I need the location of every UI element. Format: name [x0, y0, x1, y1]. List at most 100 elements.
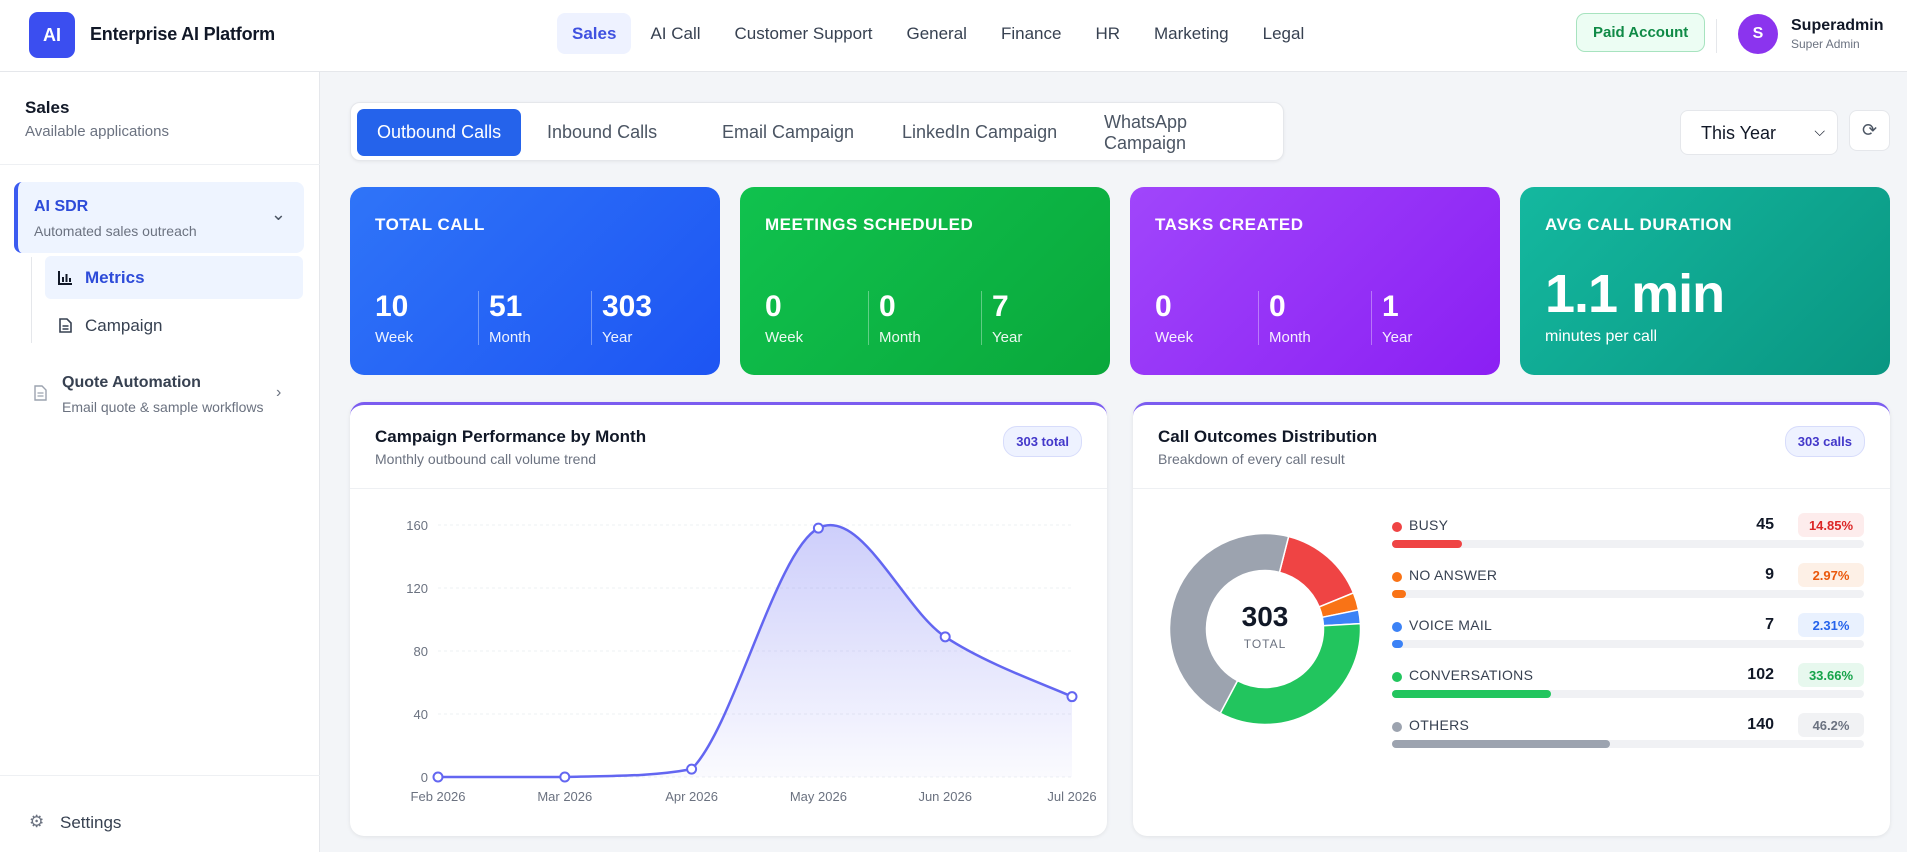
- document-icon: [57, 318, 73, 333]
- stat-month-value: 0: [879, 290, 896, 323]
- stat-month-value: 51: [489, 290, 523, 323]
- data-point: [939, 631, 951, 643]
- stat-big-value: 1.1 min: [1545, 264, 1725, 324]
- nav-hr[interactable]: HR: [1095, 24, 1120, 43]
- sidebar-subtitle: Available applications: [25, 123, 169, 140]
- x-tick-label: Feb 2026: [411, 789, 466, 804]
- top-bar: AI Enterprise AI Platform Sales AI Call …: [0, 0, 1907, 72]
- nav-marketing[interactable]: Marketing: [1154, 24, 1229, 43]
- tab-email-campaign[interactable]: Email Campaign: [722, 122, 855, 142]
- outcome-percent: 2.97%: [1798, 563, 1864, 587]
- legend-dot: [1392, 522, 1402, 532]
- sidebar-item-metrics[interactable]: Metrics: [45, 256, 303, 299]
- tab-outbound-calls[interactable]: Outbound Calls: [357, 109, 522, 156]
- sidebar-footer-divider: [0, 775, 320, 776]
- nav-finance[interactable]: Finance: [1000, 24, 1062, 43]
- outcome-percent: 33.66%: [1798, 663, 1864, 687]
- card-subtitle: Breakdown of every call result: [1158, 451, 1345, 467]
- legend-dot: [1392, 672, 1402, 682]
- chevron-down-icon[interactable]: ⌄: [270, 204, 286, 224]
- y-tick-label: 80: [414, 644, 428, 659]
- donut-slice: [1219, 622, 1362, 726]
- donut-chart: [1168, 532, 1362, 726]
- stat-caption: minutes per call: [1545, 328, 1658, 345]
- nav-ai-call[interactable]: AI Call: [650, 24, 701, 43]
- stat-divider: [1371, 291, 1372, 345]
- outcome-name: CONVERSATIONS: [1409, 667, 1534, 683]
- outcome-count: 102: [1747, 666, 1774, 683]
- stat-year-value: 303: [602, 290, 653, 323]
- stat-tasks-created: TASKS CREATED 0 Week 0 Month 1 Year: [1130, 187, 1500, 375]
- main-nav: Sales AI Call Customer Support General F…: [557, 13, 1319, 54]
- outcome-name: BUSY: [1409, 517, 1449, 533]
- outcome-count: 9: [1765, 566, 1774, 583]
- app-name: Quote Automation: [62, 374, 201, 391]
- avatar[interactable]: S: [1738, 14, 1778, 54]
- nav-customer-support[interactable]: Customer Support: [734, 24, 873, 43]
- chevron-right-icon[interactable]: ›: [276, 384, 282, 401]
- legend-dot: [1392, 722, 1402, 732]
- tab-whatsapp-campaign[interactable]: WhatsApp Campaign: [1104, 111, 1188, 153]
- outcome-name: NO ANSWER: [1409, 567, 1498, 583]
- y-tick-label: 0: [421, 770, 428, 785]
- progress-fill: [1392, 540, 1463, 548]
- stat-divider: [981, 291, 982, 345]
- donut-slice: [1278, 535, 1355, 608]
- data-point: [559, 771, 571, 783]
- header-divider: [1716, 19, 1717, 53]
- sidebar-item-campaign[interactable]: Campaign: [45, 304, 303, 347]
- stat-avg-call-duration: AVG CALL DURATION 1.1 min minutes per ca…: [1520, 187, 1890, 375]
- outcome-percent: 14.85%: [1798, 513, 1864, 537]
- sidebar-item-label: Metrics: [85, 267, 145, 287]
- user-name[interactable]: Superadmin: [1791, 17, 1884, 34]
- period-select[interactable]: This Year ⌵: [1680, 110, 1838, 155]
- progress-fill: [1392, 590, 1407, 598]
- bar-chart-icon: [57, 270, 73, 286]
- user-role: Super Admin: [1791, 37, 1860, 51]
- logo[interactable]: AI: [29, 12, 75, 58]
- stat-year-caption: Year: [1382, 329, 1413, 346]
- gear-icon[interactable]: ⚙: [29, 812, 45, 831]
- nav-general[interactable]: General: [906, 24, 967, 43]
- progress-track: [1392, 540, 1864, 548]
- nav-sales[interactable]: Sales: [557, 13, 632, 54]
- submenu-line: [31, 257, 32, 343]
- donut-slice: [1168, 532, 1290, 715]
- outcome-row: NO ANSWER 9 2.97%: [1392, 563, 1864, 606]
- stat-week-caption: Week: [765, 329, 804, 346]
- refresh-icon: ⟳: [1861, 120, 1878, 140]
- settings-link[interactable]: Settings: [60, 813, 122, 832]
- progress-fill: [1392, 690, 1551, 698]
- total-badge: 303 total: [1003, 426, 1082, 457]
- stat-month-caption: Month: [489, 329, 531, 346]
- donut-center-label: TOTAL: [1243, 637, 1287, 651]
- document-icon: [34, 385, 47, 404]
- card-title: Call Outcomes Distribution: [1158, 427, 1378, 446]
- legend-dot: [1392, 572, 1402, 582]
- stat-month-value: 0: [1269, 290, 1286, 323]
- campaign-performance-card: Campaign Performance by Month Monthly ou…: [350, 402, 1107, 836]
- card-divider: [350, 488, 1107, 489]
- stat-divider: [868, 291, 869, 345]
- area-fill: [438, 525, 1072, 777]
- outcome-name: OTHERS: [1409, 717, 1470, 733]
- stat-label: TASKS CREATED: [1155, 215, 1304, 234]
- nav-legal[interactable]: Legal: [1262, 24, 1305, 43]
- progress-track: [1392, 690, 1864, 698]
- stat-year-caption: Year: [602, 329, 633, 346]
- stat-week-caption: Week: [1155, 329, 1194, 346]
- data-point: [1066, 691, 1078, 703]
- progress-track: [1392, 590, 1864, 598]
- outcome-percent: 46.2%: [1798, 713, 1864, 737]
- sidebar-app-ai-sdr[interactable]: AI SDR Automated sales outreach ⌄: [14, 182, 304, 253]
- paid-account-badge[interactable]: Paid Account: [1576, 13, 1706, 52]
- tab-linkedin-campaign[interactable]: LinkedIn Campaign: [902, 122, 1058, 142]
- card-divider: [1133, 488, 1890, 489]
- stat-week-value: 0: [1155, 290, 1172, 323]
- brand-name: Enterprise AI Platform: [90, 24, 275, 44]
- outcome-row: OTHERS 140 46.2%: [1392, 713, 1864, 756]
- app-description: Email quote & sample workflows: [62, 399, 264, 415]
- progress-track: [1392, 640, 1864, 648]
- tab-inbound-calls[interactable]: Inbound Calls: [547, 122, 658, 142]
- refresh-button[interactable]: ⟳: [1849, 110, 1890, 151]
